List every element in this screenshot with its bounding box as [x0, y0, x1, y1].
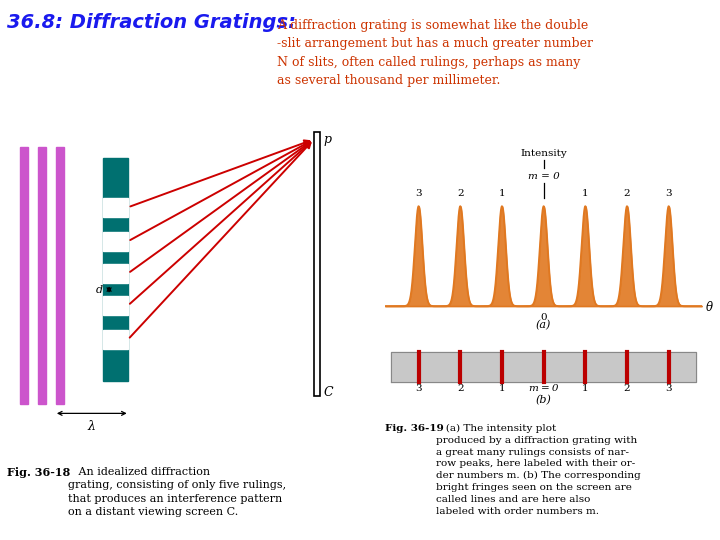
Bar — [103, 232, 128, 251]
Text: An idealized diffraction
grating, consisting of only five rulings,
that produces: An idealized diffraction grating, consis… — [68, 467, 287, 517]
Text: 1: 1 — [499, 384, 505, 393]
Text: λ: λ — [88, 420, 96, 433]
Bar — [56, 147, 64, 404]
Text: m = 0: m = 0 — [528, 172, 559, 181]
Text: 0: 0 — [540, 313, 547, 322]
Text: 3: 3 — [415, 189, 422, 198]
Text: d: d — [96, 285, 102, 295]
Bar — [103, 264, 128, 284]
Bar — [38, 147, 46, 404]
Bar — [103, 158, 128, 381]
Text: θ: θ — [706, 301, 713, 314]
Text: 1: 1 — [582, 189, 588, 198]
Text: (a) The intensity plot
produced by a diffraction grating with
a great many rulin: (a) The intensity plot produced by a dif… — [436, 424, 640, 516]
Text: C: C — [323, 386, 333, 399]
Text: 2: 2 — [624, 189, 630, 198]
Text: (a): (a) — [536, 320, 552, 330]
Text: (b): (b) — [536, 395, 552, 405]
Text: 3: 3 — [665, 189, 672, 198]
Bar — [20, 147, 27, 404]
Bar — [103, 330, 128, 349]
Text: 2: 2 — [457, 384, 464, 393]
Text: Fig. 36-19: Fig. 36-19 — [385, 424, 444, 433]
Text: 2: 2 — [624, 384, 630, 393]
Text: 1: 1 — [582, 384, 588, 393]
Text: 2: 2 — [457, 189, 464, 198]
Text: 36.8: Diffraction Gratings:: 36.8: Diffraction Gratings: — [7, 14, 296, 32]
Text: 1: 1 — [499, 189, 505, 198]
Bar — [103, 198, 128, 217]
Text: 3: 3 — [665, 384, 672, 393]
Bar — [103, 296, 128, 315]
Text: Fig. 36-18: Fig. 36-18 — [7, 467, 71, 478]
Text: Intensity: Intensity — [521, 149, 567, 158]
Text: m = 0: m = 0 — [529, 384, 558, 393]
Bar — [314, 132, 320, 396]
Text: A diffraction grating is somewhat like the double
-slit arrangement but has a mu: A diffraction grating is somewhat like t… — [277, 19, 593, 87]
Text: p: p — [323, 133, 331, 146]
Text: 3: 3 — [415, 384, 422, 393]
Bar — [392, 352, 696, 382]
